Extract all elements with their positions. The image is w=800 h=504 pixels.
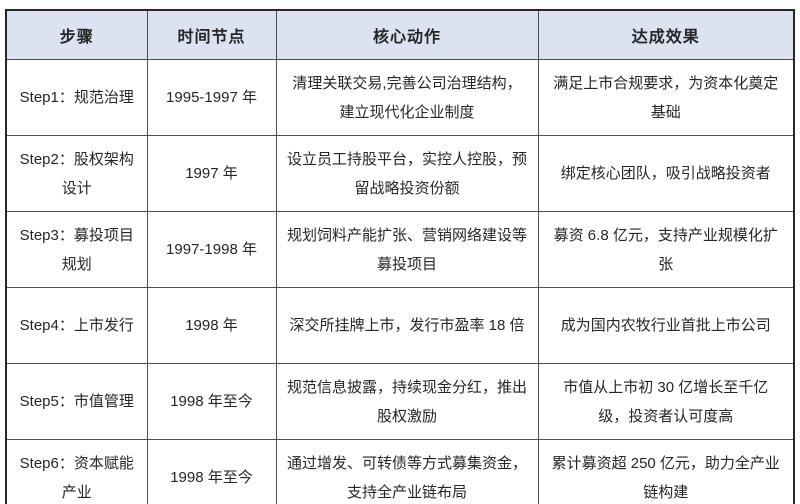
action-cell: 通过增发、可转债等方式募集资金，支持全产业链布局 xyxy=(275,439,539,504)
result-cell: 绑定核心团队，吸引战略投资者 xyxy=(537,135,795,212)
table-row: Step6：资本赋能产业 1998 年至今 通过增发、可转债等方式募集资金，支持… xyxy=(5,439,795,504)
result-cell: 市值从上市初 30 亿增长至千亿级，投资者认可度高 xyxy=(537,363,795,440)
table-row: Step1：规范治理 1995-1997 年 清理关联交易,完善公司治理结构，建… xyxy=(5,59,795,136)
time-cell: 1998 年至今 xyxy=(146,439,277,504)
action-cell: 规划饲料产能扩张、营销网络建设等募投项目 xyxy=(275,211,539,288)
time-cell: 1995-1997 年 xyxy=(146,59,277,136)
step-cell: Step4：上市发行 xyxy=(5,287,148,364)
table-row: Step4：上市发行 1998 年 深交所挂牌上市，发行市盈率 18 倍 成为国… xyxy=(5,287,795,364)
table-row: Step2：股权架构设计 1997 年 设立员工持股平台，实控人控股，预留战略投… xyxy=(5,135,795,212)
table-row: Step5：市值管理 1998 年至今 规范信息披露，持续现金分红，推出股权激励… xyxy=(5,363,795,440)
action-cell: 设立员工持股平台，实控人控股，预留战略投资份额 xyxy=(275,135,539,212)
table-header-row: 步骤 时间节点 核心动作 达成效果 xyxy=(5,9,795,60)
step-cell: Step2：股权架构设计 xyxy=(5,135,148,212)
step-cell: Step3：募投项目规划 xyxy=(5,211,148,288)
column-header-time: 时间节点 xyxy=(146,9,277,60)
action-cell: 清理关联交易,完善公司治理结构，建立现代化企业制度 xyxy=(275,59,539,136)
result-cell: 成为国内农牧行业首批上市公司 xyxy=(537,287,795,364)
column-header-result: 达成效果 xyxy=(537,9,795,60)
time-cell: 1997 年 xyxy=(146,135,277,212)
result-cell: 累计募资超 250 亿元，助力全产业链构建 xyxy=(537,439,795,504)
step-cell: Step5：市值管理 xyxy=(5,363,148,440)
result-cell: 募资 6.8 亿元，支持产业规模化扩张 xyxy=(537,211,795,288)
time-cell: 1997-1998 年 xyxy=(146,211,277,288)
action-cell: 深交所挂牌上市，发行市盈率 18 倍 xyxy=(275,287,539,364)
time-cell: 1998 年至今 xyxy=(146,363,277,440)
step-cell: Step6：资本赋能产业 xyxy=(5,439,148,504)
column-header-step: 步骤 xyxy=(5,9,148,60)
column-header-action: 核心动作 xyxy=(275,9,539,60)
action-cell: 规范信息披露，持续现金分红，推出股权激励 xyxy=(275,363,539,440)
step-cell: Step1：规范治理 xyxy=(5,59,148,136)
ipo-process-table: 步骤 时间节点 核心动作 达成效果 Step1：规范治理 1995-1997 年… xyxy=(5,9,795,504)
time-cell: 1998 年 xyxy=(146,287,277,364)
result-cell: 满足上市合规要求，为资本化奠定基础 xyxy=(537,59,795,136)
table-row: Step3：募投项目规划 1997-1998 年 规划饲料产能扩张、营销网络建设… xyxy=(5,211,795,288)
